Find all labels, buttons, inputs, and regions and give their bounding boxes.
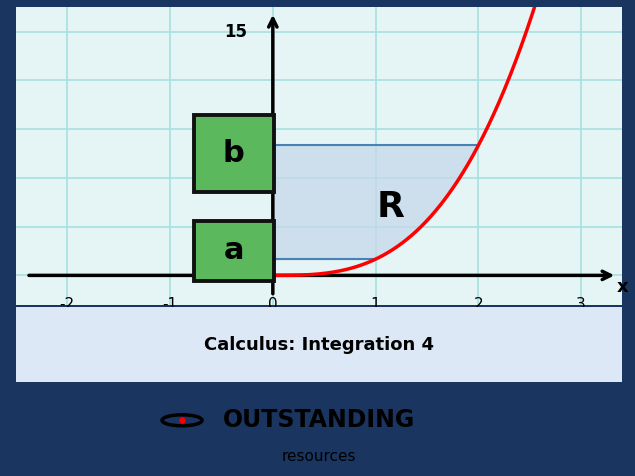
Text: OUTSTANDING: OUTSTANDING	[223, 408, 415, 432]
Text: a: a	[224, 237, 244, 266]
FancyBboxPatch shape	[194, 115, 274, 192]
Text: b: b	[223, 139, 244, 168]
Text: -2: -2	[60, 297, 75, 311]
Text: 3: 3	[577, 297, 586, 311]
Text: 2: 2	[474, 297, 483, 311]
Text: 0: 0	[268, 297, 277, 311]
Text: R: R	[377, 190, 405, 224]
FancyBboxPatch shape	[16, 307, 622, 382]
Text: 15: 15	[224, 22, 247, 40]
Text: -1: -1	[163, 297, 178, 311]
Text: resources: resources	[282, 449, 356, 465]
FancyBboxPatch shape	[194, 221, 274, 281]
Text: Calculus: Integration 4: Calculus: Integration 4	[204, 336, 434, 354]
Text: x: x	[617, 278, 628, 296]
Text: 1: 1	[371, 297, 380, 311]
